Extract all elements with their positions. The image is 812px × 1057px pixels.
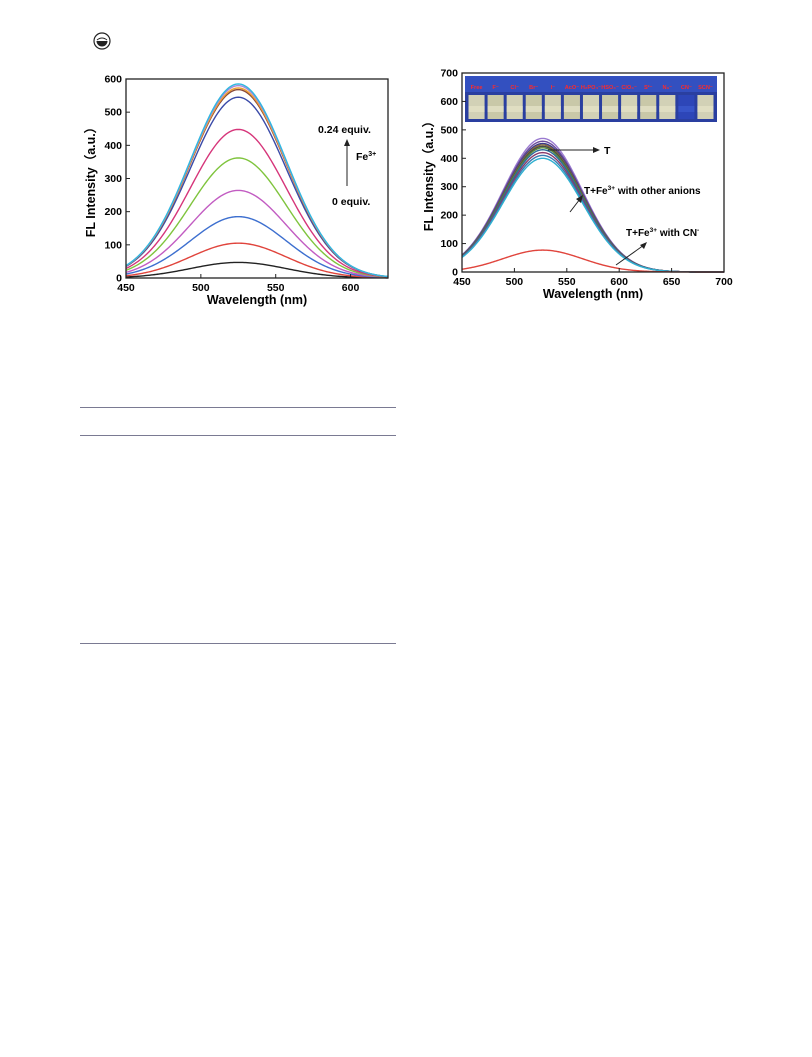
y-axis-ticks: 0 100 200 300 400 500 600 700: [440, 68, 466, 279]
vial-label: I⁻: [551, 85, 556, 91]
y-tick-label: 100: [104, 239, 122, 251]
table-header-rule: [80, 435, 396, 436]
vial-label: Br⁻: [529, 85, 538, 91]
spectrum-line-7: [125, 88, 389, 278]
plot-frame: [461, 72, 725, 273]
annotation-top-equiv: 0.24 equiv.: [318, 124, 371, 136]
vial-shine: [582, 106, 600, 112]
vial-shine: [487, 106, 504, 112]
x-tick-label: 600: [342, 282, 360, 294]
vial-label: ClO₄⁻: [621, 85, 637, 91]
spectrum-line-4: [461, 145, 724, 273]
y-tick-label: 0: [116, 273, 122, 285]
y-tick-label: 0: [452, 267, 458, 279]
fe-titration-curves: [125, 83, 389, 279]
vial-shine: [678, 106, 695, 112]
spectrum-line-0: [125, 261, 389, 279]
vial-label: N₃⁻: [663, 85, 673, 91]
increase-arrow-head: [344, 139, 350, 146]
spectrum-line-5: [461, 147, 724, 273]
vial-label: H₂PO₄⁻: [581, 85, 601, 91]
annotation-cn: T+Fe3+ with CN-: [626, 227, 699, 239]
y-tick-label: 200: [104, 206, 122, 218]
plot-frame: [125, 78, 389, 279]
y-tick-label: 700: [440, 68, 458, 80]
annotation-t: T: [604, 145, 611, 157]
anion-selectivity-curves: [461, 137, 724, 273]
table-top-rule: [80, 407, 396, 408]
vial-shine: [544, 106, 561, 112]
x-tick-label: 450: [453, 276, 471, 288]
vial-shine: [506, 106, 523, 112]
x-axis-label: Wavelength (nm): [543, 287, 643, 301]
spectrum-line-10: [461, 249, 724, 273]
anion-selectivity-chart: Free F⁻ Cl⁻ Br⁻ I⁻ AcO⁻ H₂PO₄⁻ HSO₄⁻ ClO₄⁻ S²⁻ N₃⁻…: [421, 68, 733, 302]
spectrum-line-2: [125, 215, 389, 279]
vial-label: CN⁻: [681, 85, 692, 91]
spectrum-line-8: [125, 87, 389, 278]
spectrum-line-5: [125, 128, 389, 278]
y-tick-label: 300: [440, 181, 458, 193]
arrow-other-anions-head: [576, 195, 583, 203]
vial-label: AcO⁻: [565, 85, 580, 91]
y-tick-label: 500: [104, 107, 122, 119]
vial-shine: [697, 106, 714, 112]
x-tick-label: 500: [506, 276, 524, 288]
arrow-other-anions: [569, 198, 581, 213]
y-tick-label: 600: [440, 96, 458, 108]
x-tick-label: 450: [117, 282, 135, 294]
x-axis-ticks: 450 500 550 600: [117, 274, 359, 294]
vial-row: Free F⁻ Cl⁻ Br⁻ I⁻ AcO⁻ H₂PO₄⁻ HSO₄⁻ ClO₄⁻ S²⁻ N₃⁻…: [468, 84, 714, 119]
y-tick-label: 500: [440, 124, 458, 136]
y-axis-label: FL Intensity（a.u.）: [83, 121, 98, 237]
annotation-other-anions: T+Fe3+ with other anions: [584, 185, 701, 197]
vial-shine: [468, 106, 485, 112]
vial-label: SCN⁻: [698, 85, 713, 91]
vial-photo-inset: Free F⁻ Cl⁻ Br⁻ I⁻ AcO⁻ H₂PO₄⁻ HSO₄⁻ ClO₄⁻ S²⁻ N₃⁻…: [465, 76, 717, 122]
vial-label: Free: [471, 85, 483, 91]
y-tick-label: 400: [104, 140, 122, 152]
vial-shine: [621, 106, 638, 112]
publisher-logo-icon: [93, 32, 111, 50]
y-axis-label: FL Intensity（a.u.）: [421, 115, 436, 231]
vial-label: S²⁻: [644, 84, 653, 91]
x-tick-label: 550: [558, 276, 576, 288]
y-axis-ticks: 0 100 200 300 400 500 600: [104, 74, 130, 285]
annotation-reagent: Fe3+: [356, 151, 376, 163]
y-tick-label: 600: [104, 74, 122, 86]
vial-shine: [563, 106, 580, 112]
vial-label: HSO₄⁻: [601, 85, 619, 91]
y-tick-label: 400: [440, 153, 458, 165]
x-tick-label: 500: [192, 282, 210, 294]
y-tick-label: 300: [104, 173, 122, 185]
spectrum-line-9: [125, 84, 389, 278]
annotation-bottom-equiv: 0 equiv.: [332, 196, 370, 208]
vial-label: F⁻: [492, 85, 498, 91]
vial-label: Cl⁻: [510, 85, 519, 91]
arrow-t-head: [593, 147, 600, 153]
spectrum-line-2: [461, 142, 724, 273]
fe-titration-chart: 450 500 550 600 0 100 200 300 400 500 600 Wavelen…: [83, 74, 389, 307]
vial-shine: [659, 106, 676, 112]
vial-shine: [640, 106, 657, 112]
table-bottom-rule: [80, 643, 396, 644]
arrow-cn-head: [640, 242, 647, 249]
spectrum-line-10: [125, 83, 389, 278]
vial-shine: [525, 106, 542, 112]
arrow-cn: [615, 244, 645, 266]
x-tick-label: 650: [663, 276, 681, 288]
spectrum-line-3: [125, 189, 389, 279]
spectrum-line-3: [461, 144, 724, 273]
x-tick-label: 600: [610, 276, 628, 288]
y-tick-label: 100: [440, 238, 458, 250]
x-tick-label: 550: [267, 282, 285, 294]
vial-shine: [602, 106, 619, 112]
x-axis-label: Wavelength (nm): [207, 293, 307, 307]
y-tick-label: 200: [440, 210, 458, 222]
spectrum-line-1: [125, 242, 389, 279]
x-tick-label: 700: [715, 276, 733, 288]
spectrum-line-4: [125, 157, 389, 278]
x-axis-ticks: 450 500 550 600 650 700: [453, 268, 733, 288]
